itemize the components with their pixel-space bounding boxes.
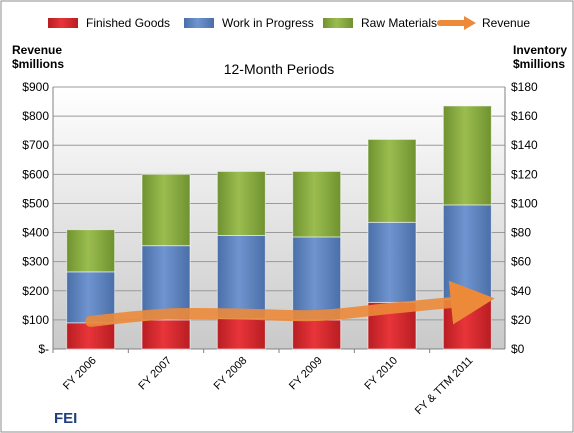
left-tick-label: $500 (22, 196, 49, 210)
right-tick-label: $100 (511, 196, 538, 210)
right-tick-label: $0 (511, 342, 525, 356)
legend-label-finished-goods: Finished Goods (86, 16, 170, 30)
bar-work-in-progress (367, 221, 417, 303)
left-tick-label: $600 (22, 167, 49, 181)
bar-finished-goods (141, 319, 191, 350)
company-label: FEI (54, 410, 77, 427)
left-tick-label: $900 (22, 80, 49, 94)
right-tick-label: $180 (511, 80, 538, 94)
bar-work-in-progress (216, 234, 266, 319)
legend-label-raw-materials: Raw Materials (361, 16, 437, 30)
bar-raw-materials (292, 170, 342, 238)
legend-swatch-work-in-progress (184, 18, 214, 28)
legend-swatch-raw-materials (323, 18, 353, 28)
bar-work-in-progress (442, 204, 492, 301)
left-tick-label: $300 (22, 255, 49, 269)
legend-label-revenue: Revenue (482, 16, 530, 30)
right-tick-label: $20 (511, 313, 531, 327)
left-tick-label: $100 (22, 313, 49, 327)
left-tick-label: $700 (22, 138, 49, 152)
legend-arrow-revenue (464, 16, 476, 30)
bar-finished-goods (292, 319, 342, 350)
right-tick-label: $60 (511, 255, 531, 269)
right-tick-label: $40 (511, 284, 531, 298)
bar-work-in-progress (292, 236, 342, 321)
bar-raw-materials (216, 170, 266, 236)
chart-title: 12-Month Periods (224, 61, 335, 77)
left-axis-label: $millions (12, 57, 64, 71)
left-axis-label: Revenue (12, 43, 62, 57)
bar-raw-materials (367, 138, 417, 223)
bar-raw-materials (141, 173, 191, 247)
bar-finished-goods (216, 317, 266, 350)
right-tick-label: $160 (511, 109, 538, 123)
right-tick-label: $80 (511, 226, 531, 240)
left-tick-label: $400 (22, 226, 49, 240)
right-axis-label: $millions (513, 57, 565, 71)
right-tick-label: $140 (511, 138, 538, 152)
left-tick-label: $- (38, 342, 49, 356)
legend-label-work-in-progress: Work in Progress (222, 16, 314, 30)
line-revenue (85, 280, 495, 327)
left-tick-label: $800 (22, 109, 49, 123)
left-tick-label: $200 (22, 284, 49, 298)
bar-work-in-progress (141, 245, 191, 321)
right-axis-label: Inventory (513, 43, 567, 57)
right-tick-label: $120 (511, 167, 538, 181)
plot-area (53, 87, 505, 349)
bar-raw-materials (66, 229, 116, 273)
bar-raw-materials (442, 105, 492, 206)
legend-swatch-finished-goods (48, 18, 78, 28)
